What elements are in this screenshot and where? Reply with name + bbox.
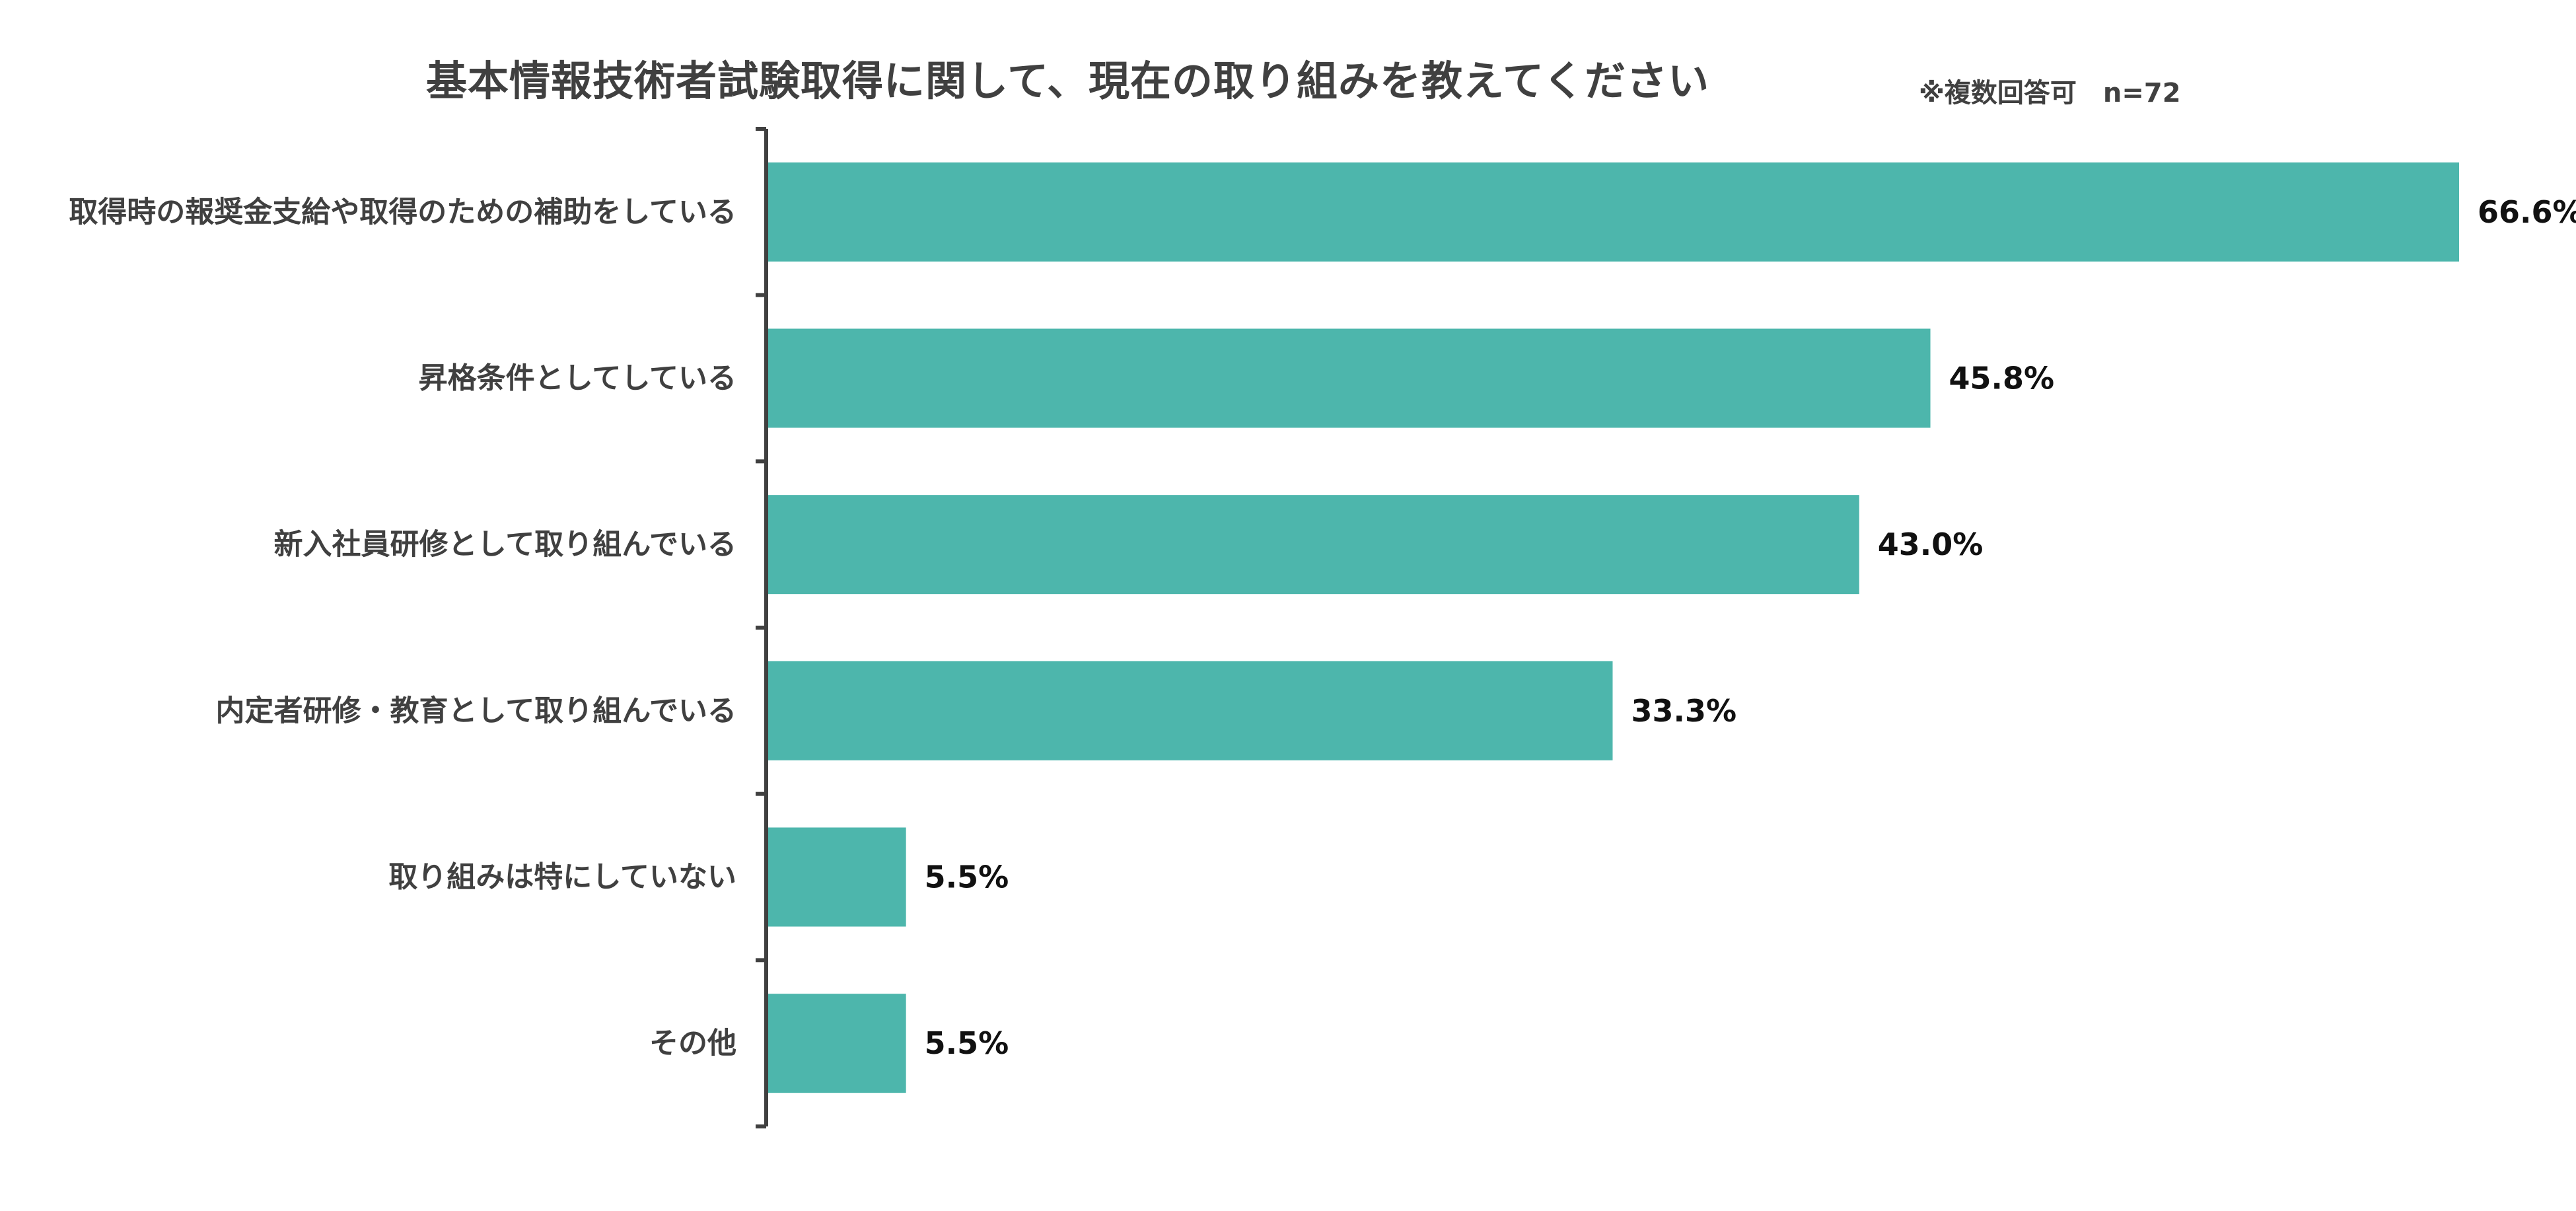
category-label: その他 — [649, 1027, 736, 1060]
value-label: 43.0% — [1878, 527, 1984, 562]
value-label: 5.5% — [925, 1025, 1009, 1061]
bar — [768, 162, 2459, 262]
category-label: 内定者研修・教育として取り組んでいる — [216, 694, 736, 727]
bar — [768, 495, 1859, 595]
bar — [768, 994, 906, 1093]
category-label: 昇格条件としてしている — [419, 361, 736, 395]
value-label: 45.8% — [1949, 361, 2055, 396]
bar — [768, 328, 1931, 428]
category-label: 新入社員研修として取り組んでいる — [274, 528, 736, 562]
chart-note: ※複数回答可 n=72 — [1919, 78, 2181, 108]
bar — [768, 827, 906, 927]
category-label: 取得時の報奨金支給や取得のための補助をしている — [69, 195, 736, 229]
category-label: 取り組みは特にしていない — [388, 860, 736, 894]
value-label: 33.3% — [1631, 693, 1737, 729]
value-label: 5.5% — [925, 860, 1009, 895]
bar — [768, 661, 1613, 760]
chart-title: 基本情報技術者試験取得に関して、現在の取り組みを教えてください — [426, 57, 1710, 105]
value-label: 66.6% — [2478, 194, 2576, 230]
